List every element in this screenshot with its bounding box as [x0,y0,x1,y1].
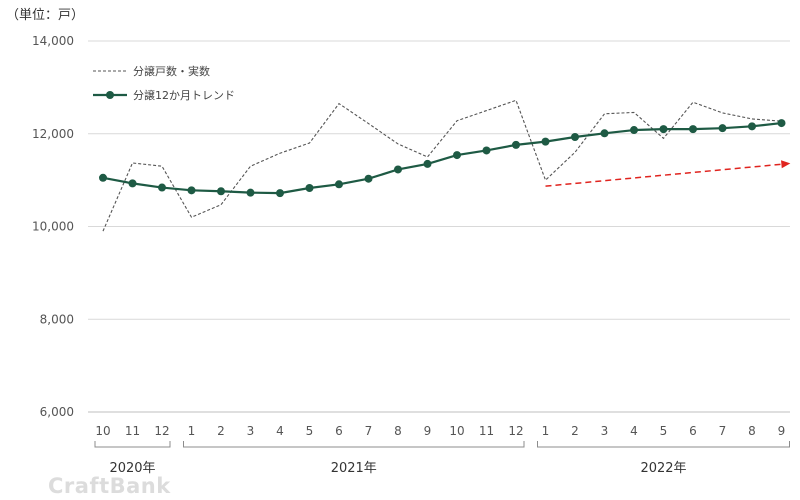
x-tick-label: 11 [479,424,494,438]
unit-label: （単位：戸） [6,8,85,23]
x-tick-label: 12 [154,424,169,438]
trend-point [718,124,727,133]
series-layer [99,99,786,232]
x-tick-label: 2 [571,424,579,438]
trend-point [600,129,609,138]
y-tick-label-14000: 14,000 [32,34,74,48]
trend-point [158,183,166,192]
year-bracket [183,441,525,448]
x-tick-label: 9 [424,424,432,438]
x-tick-label: 3 [601,424,609,438]
x-tick-label: 10 [95,424,110,438]
trend-point [453,151,461,160]
trend-point [99,173,107,182]
trend-point [305,184,314,193]
trend-point [276,189,284,198]
trend-point [423,159,432,168]
y-tick-label-12000: 12,000 [32,127,74,141]
trend-point [364,174,373,183]
trend-point [571,132,579,141]
year-label: 2020年 [109,461,155,476]
x-tick-label: 7 [719,424,727,438]
x-tick-label: 5 [660,424,668,438]
x-tick-label: 11 [125,424,140,438]
legend-label-actual: 分譲戸数・実数 [133,64,210,78]
trend-arrow-head [781,160,791,169]
craftbank-watermark: CraftBank [48,474,171,498]
trend-point [541,137,550,146]
x-tick-label: 5 [306,424,314,438]
trend-point [482,146,491,155]
x-tick-label: 7 [365,424,373,438]
legend-label-trend: 分譲12か月トレンド [133,88,235,102]
y-axis-ticks: 6,000 8,000 10,000 12,000 14,000 [32,34,74,419]
x-tick-label: 9 [778,424,786,438]
trend-point [748,122,756,131]
trend-point [335,180,343,189]
trend-point [689,125,697,134]
legend-marker-trend [106,91,114,99]
trend-point [128,179,137,188]
x-tick-label: 6 [689,424,697,438]
year-bracket [537,441,790,448]
year-label: 2022年 [640,461,686,476]
x-tick-label: 8 [394,424,402,438]
x-tick-label: 1 [542,424,550,438]
trend-point [777,119,786,128]
trend-point [394,165,402,174]
year-label: 2021年 [331,461,377,476]
x-tick-label: 4 [630,424,638,438]
y-tick-label-8000: 8,000 [40,312,74,326]
x-tick-label: 12 [508,424,523,438]
x-tick-label: 10 [449,424,464,438]
trend-point [630,126,638,135]
x-tick-label: 2 [217,424,225,438]
year-bracket [94,441,171,448]
x-tick-label: 8 [748,424,756,438]
trend-point [187,186,196,195]
y-tick-label-6000: 6,000 [40,405,74,419]
annotation-layer [545,160,791,187]
y-tick-label-10000: 10,000 [32,220,74,234]
series-line-actual [102,99,782,232]
x-tick-label: 4 [276,424,284,438]
trend-point [217,187,225,196]
x-tick-label: 3 [247,424,255,438]
trend-point [659,125,668,134]
trend-arrow-line [545,163,782,187]
x-tick-label: 6 [335,424,343,438]
series-line-trend [102,121,782,195]
trend-point [246,188,255,197]
trend-point [512,140,520,149]
x-tick-label: 1 [188,424,196,438]
